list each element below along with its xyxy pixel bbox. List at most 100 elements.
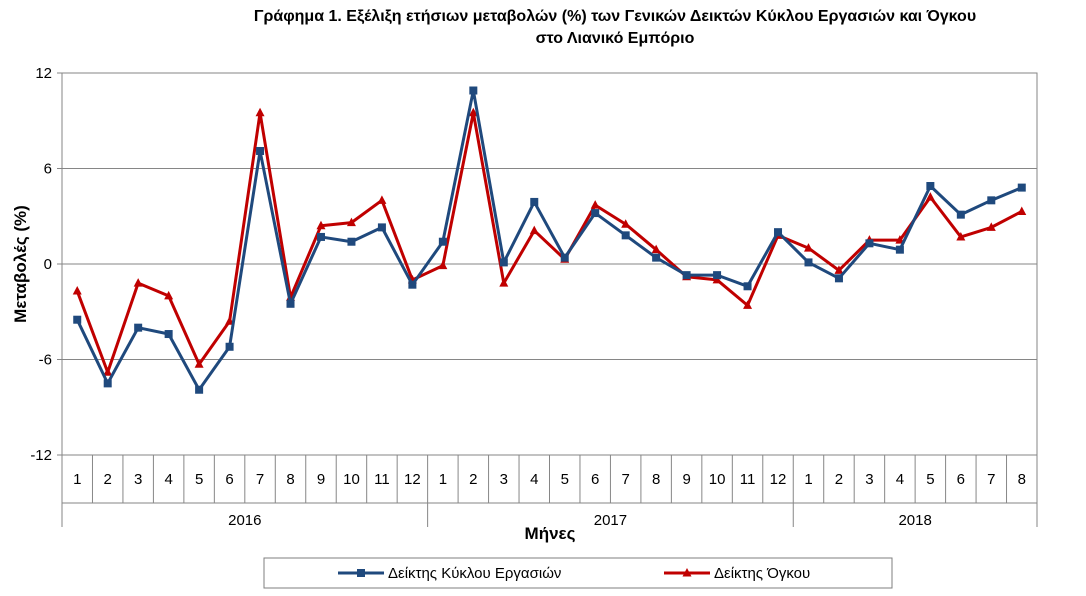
- data-point: [591, 209, 600, 218]
- month-tick-label: 5: [926, 471, 934, 488]
- year-label: 2017: [594, 512, 627, 529]
- month-tick-label: 6: [225, 471, 233, 488]
- month-tick-label: 3: [865, 471, 873, 488]
- data-point: [529, 225, 539, 235]
- gridlines: [62, 72, 1037, 456]
- x-category-axis: 1 2 3 4 5 6 7 8 9 10 11 12 1 2 3 4 5 6 7 8 9 10 11 12 1 2 3 4 5 6 7 820…: [61, 455, 1038, 529]
- data-point: [357, 569, 365, 577]
- data-point: [895, 245, 904, 254]
- data-point: [834, 274, 843, 283]
- data-point: [255, 107, 265, 117]
- data-point: [346, 217, 356, 227]
- month-tick-label: 9: [317, 471, 325, 488]
- data-point: [652, 253, 661, 262]
- legend-label: Δείκτης Όγκου: [714, 565, 810, 582]
- data-point: [651, 244, 661, 254]
- legend-label: Δείκτης Κύκλου Εργασιών: [388, 565, 561, 582]
- month-tick-label: 4: [530, 471, 538, 488]
- data-point: [1017, 183, 1026, 192]
- data-point: [865, 239, 874, 248]
- month-tick-label: 5: [561, 471, 569, 488]
- chart-title: Γράφημα 1. Εξέλιξη ετήσιων μεταβολών (%)…: [0, 6, 1086, 50]
- series-line: [75, 111, 1023, 374]
- data-point: [743, 282, 752, 291]
- month-tick-label: 3: [134, 471, 142, 488]
- month-tick-label: 4: [164, 471, 172, 488]
- data-point: [133, 278, 143, 287]
- chart-title-line1: Γράφημα 1. Εξέλιξη ετήσιων μεταβολών (%)…: [253, 8, 977, 25]
- data-point: [134, 323, 143, 332]
- legend-item: Δείκτης Όγκου: [664, 565, 810, 582]
- month-tick-label: 7: [987, 471, 995, 488]
- month-tick-label: 8: [286, 471, 294, 488]
- data-point: [925, 192, 935, 201]
- data-point: [225, 342, 234, 351]
- month-tick-label: 2: [469, 471, 477, 488]
- data-point: [682, 568, 692, 577]
- month-tick-label: 10: [343, 471, 360, 488]
- month-tick-label: 11: [740, 471, 756, 488]
- data-point: [347, 237, 356, 246]
- data-point: [194, 359, 204, 368]
- data-point: [256, 146, 265, 155]
- data-point: [987, 196, 996, 205]
- data-point: [803, 243, 813, 252]
- data-point: [377, 195, 387, 204]
- data-point: [621, 231, 630, 240]
- month-tick-label: 1: [73, 471, 81, 488]
- data-point: [743, 300, 753, 309]
- month-tick-label: 11: [374, 471, 390, 488]
- data-point: [926, 182, 935, 191]
- data-point: [560, 253, 569, 262]
- month-tick-label: 9: [682, 471, 690, 488]
- data-point: [986, 222, 996, 231]
- year-label: 2016: [228, 512, 261, 529]
- series-volume: [72, 107, 1027, 376]
- data-point: [621, 219, 631, 228]
- month-tick-label: 8: [1018, 471, 1026, 488]
- y-tick-label: 6: [44, 161, 52, 178]
- month-tick-label: 7: [256, 471, 264, 488]
- data-point: [408, 280, 417, 289]
- month-tick-label: 12: [770, 471, 787, 488]
- data-point: [712, 274, 722, 284]
- month-tick-label: 7: [622, 471, 630, 488]
- legend-item: Δείκτης Κύκλου Εργασιών: [338, 565, 561, 582]
- data-point: [164, 290, 174, 300]
- month-tick-label: 6: [957, 471, 965, 488]
- data-point: [468, 107, 478, 117]
- legend: Δείκτης Κύκλου Εργασιών Δείκτης Όγκου: [263, 557, 893, 589]
- month-tick-label: 1: [804, 471, 812, 488]
- data-point: [103, 379, 112, 388]
- y-axis-label: Μεταβολές (%): [11, 205, 30, 323]
- data-point: [438, 237, 447, 246]
- series-turnover: [73, 86, 1026, 394]
- data-point: [73, 315, 82, 324]
- month-tick-label: 5: [195, 471, 203, 488]
- data-point: [103, 367, 113, 376]
- month-tick-label: 6: [591, 471, 599, 488]
- data-point: [956, 210, 965, 219]
- data-point: [713, 271, 722, 280]
- data-point: [1017, 206, 1027, 215]
- data-point: [377, 223, 386, 232]
- year-label: 2018: [898, 512, 931, 529]
- data-point: [469, 86, 478, 95]
- data-point: [499, 258, 508, 267]
- data-point: [195, 385, 204, 394]
- data-point: [682, 271, 691, 280]
- data-point: [164, 330, 173, 339]
- y-tick-label: -12: [30, 447, 52, 464]
- data-point: [834, 265, 844, 274]
- month-tick-label: 2: [104, 471, 112, 488]
- month-tick-label: 12: [404, 471, 421, 488]
- data-point: [316, 220, 326, 230]
- month-tick-label: 4: [896, 471, 904, 488]
- month-tick-label: 2: [835, 471, 843, 488]
- data-point: [956, 231, 966, 241]
- month-tick-label: 10: [709, 471, 726, 488]
- series-line: [75, 89, 1023, 392]
- data-point: [590, 200, 600, 209]
- data-point: [438, 260, 448, 270]
